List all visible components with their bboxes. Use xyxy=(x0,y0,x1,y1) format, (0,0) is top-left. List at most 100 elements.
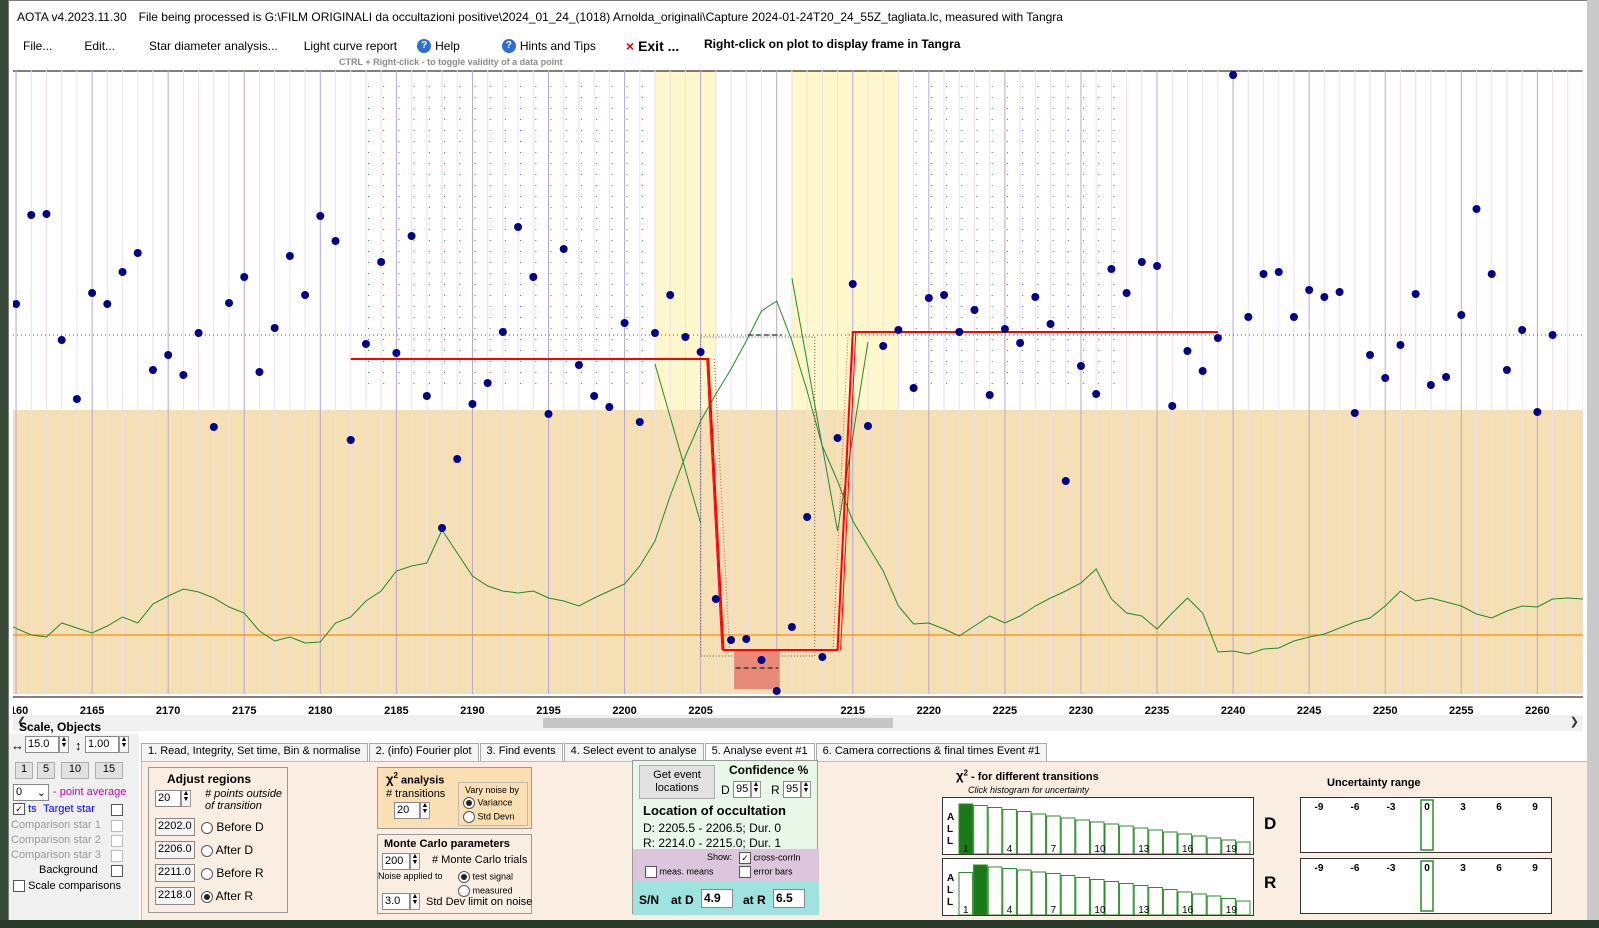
dot-grid xyxy=(1022,328,1024,329)
data-point xyxy=(1244,313,1253,321)
dot-grid xyxy=(611,108,613,109)
dot-grid xyxy=(428,251,430,252)
scale-comparisons-checkbox[interactable]: Scale comparisons xyxy=(13,880,121,893)
meas-means-checkbox[interactable]: meas. means xyxy=(645,866,714,878)
mc-trials-spinner[interactable]: ▲ ▼ xyxy=(410,853,420,870)
dot-grid xyxy=(535,141,537,142)
dot-grid xyxy=(991,240,993,241)
menu-help[interactable]: ? Help xyxy=(407,39,470,53)
chi2-title: χ2 analysis xyxy=(386,771,444,786)
dot-grid xyxy=(428,372,430,373)
dot-grid xyxy=(991,306,993,307)
cross-corr-checkbox[interactable]: ✓ cross-corrln xyxy=(739,852,801,864)
dot-grid xyxy=(1082,328,1084,329)
tab-fourier[interactable]: 2. (info) Fourier plot xyxy=(368,743,479,761)
confidence-r-spinner[interactable]: ▲ ▼ xyxy=(801,781,811,798)
histogram-tick: 13 xyxy=(1138,844,1150,855)
chi2-transitions-symbol: χ xyxy=(956,768,964,783)
v-scale-spinner[interactable]: ▲ ▼ xyxy=(119,736,129,753)
points-outside-input[interactable]: 20 xyxy=(155,790,181,807)
variance-radio[interactable]: Variance xyxy=(463,797,512,809)
before-d-value[interactable]: 2202.0 xyxy=(155,818,195,836)
menu-exit[interactable]: × Exit ... xyxy=(616,38,689,54)
x-tick-label: 2205 xyxy=(688,705,712,716)
zoom-10-button[interactable]: 10 xyxy=(61,762,89,779)
histogram-bar xyxy=(1235,900,1251,915)
confidence-d-input[interactable]: 95 xyxy=(733,781,751,798)
histogram-bar xyxy=(1060,875,1076,915)
dot-grid xyxy=(580,273,582,274)
menu-file[interactable]: File... xyxy=(9,39,62,53)
histogram-bar xyxy=(1089,879,1105,915)
v-scale-input[interactable]: 1.00 xyxy=(85,736,119,753)
after-d-radio[interactable]: After D xyxy=(201,843,253,857)
points-checkbox[interactable]: ✓ ts xyxy=(13,803,37,816)
zoom-5-button[interactable]: 5 xyxy=(37,762,55,779)
mc-trials-input[interactable]: 200 xyxy=(382,853,410,870)
after-r-value[interactable]: 2218.0 xyxy=(155,887,195,905)
scroll-left-icon[interactable]: ❮ xyxy=(17,716,27,728)
after-d-value[interactable]: 2206.0 xyxy=(155,841,195,859)
comparison-star-2-checkbox[interactable] xyxy=(111,835,123,847)
dot-grid xyxy=(459,350,461,351)
background-checkbox[interactable] xyxy=(111,865,123,877)
target-star-checkbox[interactable] xyxy=(111,804,123,816)
error-bars-checkbox[interactable]: error bars xyxy=(739,866,793,878)
comparison-star-3-checkbox[interactable] xyxy=(111,850,123,862)
menu-hints[interactable]: ? Hints and Tips xyxy=(492,39,606,53)
data-point xyxy=(544,410,553,418)
h-scale-spinner[interactable]: ▲ ▼ xyxy=(59,736,69,753)
confidence-r-input[interactable]: 95 xyxy=(783,781,801,798)
tab-find-events[interactable]: 3. Find events xyxy=(479,743,563,761)
points-outside-spinner[interactable]: ▲ ▼ xyxy=(181,790,191,807)
tab-select-event[interactable]: 4. Select event to analyse xyxy=(563,743,704,761)
h-scale-input[interactable]: 15.0 xyxy=(25,736,59,753)
dot-grid xyxy=(1082,383,1084,384)
dot-grid xyxy=(611,185,613,186)
std-devn-radio[interactable]: Std Devn xyxy=(463,811,515,823)
menu-edit[interactable]: Edit... xyxy=(74,39,125,53)
scroll-thumb[interactable] xyxy=(543,718,893,728)
transitions-input[interactable]: 20 xyxy=(394,802,420,819)
std-limit-input[interactable]: 3.0 xyxy=(382,893,410,910)
test-signal-radio[interactable]: test signal xyxy=(458,871,513,883)
dot-grid xyxy=(1082,130,1084,131)
dot-grid xyxy=(1067,196,1069,197)
measured-radio[interactable]: measured xyxy=(458,885,513,897)
horizontal-scrollbar[interactable]: ❮ ❯ xyxy=(13,715,1583,731)
comparison-star-1-checkbox[interactable] xyxy=(111,820,123,832)
uncertainty-tick: 6 xyxy=(1496,802,1502,813)
point-average-select[interactable]: 0 ⌄ xyxy=(13,784,49,801)
region-highlight-1 xyxy=(791,70,899,410)
before-r-radio[interactable]: Before R xyxy=(201,866,264,880)
after-r-radio[interactable]: After R xyxy=(201,889,253,903)
dot-grid xyxy=(1067,251,1069,252)
tab-camera-corrections[interactable]: 6. Camera corrections & final times Even… xyxy=(815,743,1048,761)
transitions-spinner[interactable]: ▲ ▼ xyxy=(420,802,430,819)
scroll-right-icon[interactable]: ❯ xyxy=(1569,716,1579,728)
get-event-locations-button[interactable]: Get event locations xyxy=(639,765,715,799)
r-edge-dotted xyxy=(832,331,849,651)
dot-grid xyxy=(535,152,537,153)
dot-grid xyxy=(596,207,598,208)
dot-grid xyxy=(474,130,476,131)
get-event-btn-line1: Get event xyxy=(653,769,701,781)
dot-grid xyxy=(1098,284,1100,285)
dot-grid xyxy=(611,262,613,263)
confidence-d-spinner[interactable]: ▲ ▼ xyxy=(751,781,761,798)
histogram-bar xyxy=(1221,839,1236,854)
tab-read-integrity[interactable]: 1. Read, Integrity, Set time, Bin & norm… xyxy=(141,743,368,761)
before-d-radio[interactable]: Before D xyxy=(201,820,264,834)
light-curve-plot[interactable]: 2160 2165 2170 2175 2180 2185 2190 2195 2200 2205… xyxy=(13,70,1583,716)
tab-analyse-event[interactable]: 5. Analyse event #1 xyxy=(704,743,815,763)
menu-light-curve-report[interactable]: Light curve report xyxy=(294,39,407,53)
zoom-1-button[interactable]: 1 xyxy=(15,762,33,779)
zoom-15-button[interactable]: 15 xyxy=(95,762,123,779)
std-limit-spinner[interactable]: ▲ ▼ xyxy=(410,893,420,910)
before-r-value[interactable]: 2211.0 xyxy=(155,864,195,882)
dot-grid xyxy=(946,284,948,285)
menu-star-diameter[interactable]: Star diameter analysis... xyxy=(139,39,288,53)
dot-grid xyxy=(930,174,932,175)
